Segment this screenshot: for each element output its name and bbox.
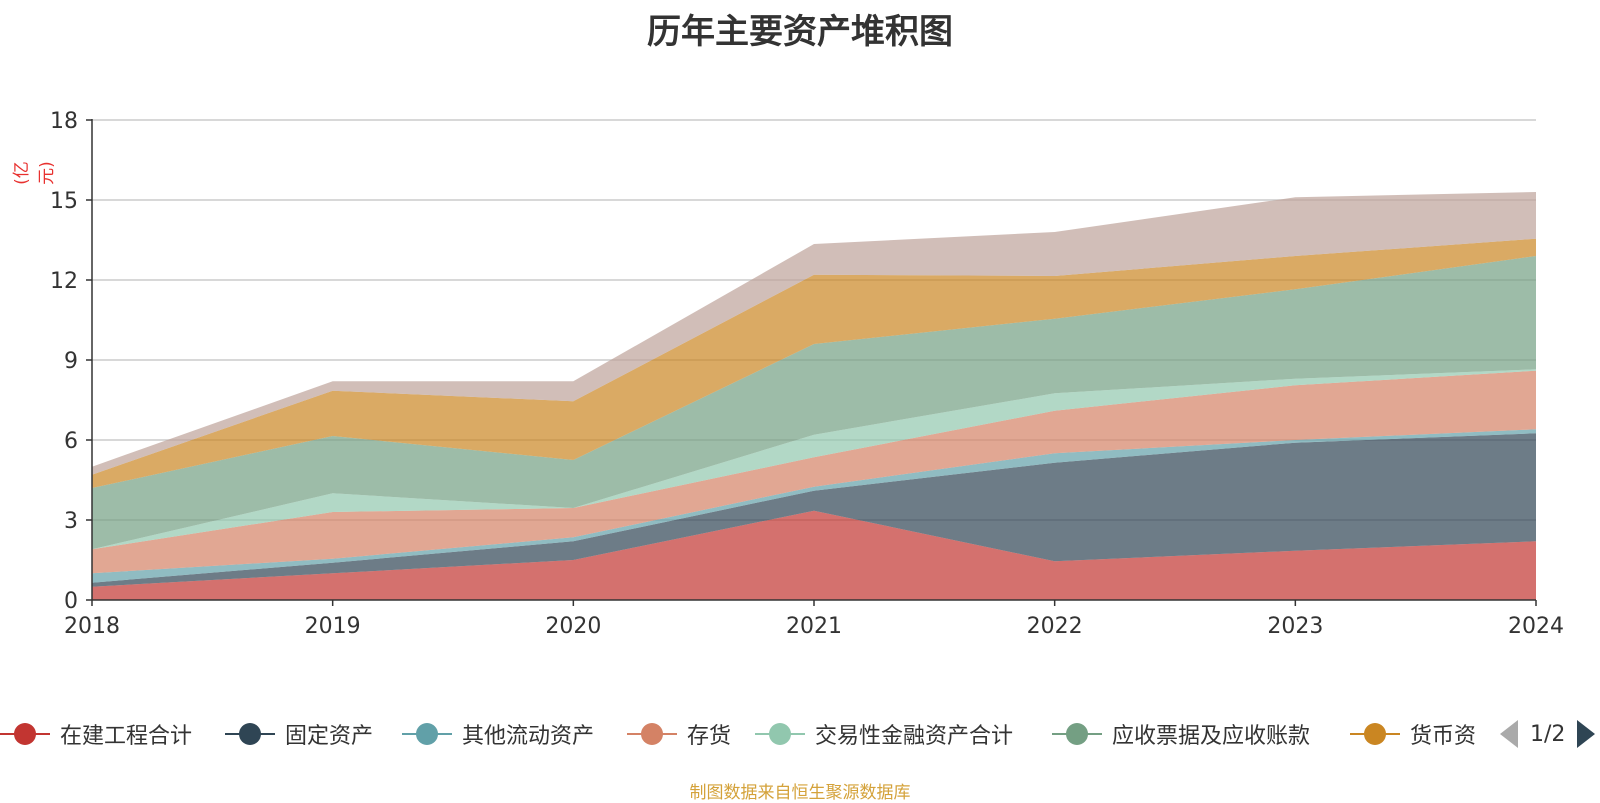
legend-pager: 1/2 [1500,716,1596,752]
legend-item[interactable]: 货币资 [1350,714,1476,754]
axes: 0 3 6 9 12 15 18 2018 2019 2020 2021 2022 2023 2024 [50,109,1564,639]
legend-item[interactable]: 在建工程合计 [0,714,192,754]
y-tick-label: 15 [50,189,78,214]
legend-item[interactable]: 固定资产 [225,714,373,754]
legend-item[interactable]: 应收票据及应收账款 [1052,714,1310,754]
legend-label: 交易性金融资产合计 [815,724,1014,749]
area-series-group [92,192,1536,600]
legend-item[interactable]: 其他流动资产 [402,714,594,754]
area-series-7[interactable] [92,192,1536,475]
legend-item[interactable]: 交易性金融资产合计 [755,714,1013,754]
chart-title: 历年主要资产堆积图 [647,12,953,52]
stacked-area-chart: 0 3 6 9 12 15 18 2018 2019 2020 2021 2022 2023 2024 [50,109,1564,639]
legend-page-indicator: 1/2 [1530,721,1566,747]
legend-marker-icon [755,719,805,749]
area-series-4[interactable] [92,369,1536,550]
y-tick-label: 9 [64,349,78,374]
legend-marker-icon [1350,719,1400,749]
legend-next-page-icon[interactable] [1577,720,1596,748]
y-tick-label: 3 [64,509,78,534]
x-tick-label: 2020 [545,614,601,639]
area-series-5[interactable] [92,256,1536,550]
legend-marker-icon [627,719,677,749]
legend-label: 应收票据及应收账款 [1112,724,1311,749]
legend-marker-icon [0,719,50,749]
area-series-1[interactable] [92,433,1536,587]
area-series-2[interactable] [92,429,1536,583]
legend: 在建工程合计 固定资产 其他流动资产 存货 交易性金融资产合计 应收票据及应收账款 货币资 [0,714,1600,754]
legend-marker-icon [402,719,452,749]
x-tick-label: 2022 [1027,614,1083,639]
x-tick-label: 2021 [786,614,842,639]
area-series-0[interactable] [92,510,1536,600]
legend-label: 固定资产 [285,724,374,749]
legend-label: 在建工程合计 [60,724,193,749]
area-series-6[interactable] [92,238,1536,488]
x-tick-label: 2019 [305,614,361,639]
legend-marker-icon [1052,719,1102,749]
y-tick-label: 12 [50,269,78,294]
data-source-note: 制图数据来自恒生聚源数据库 [689,783,911,803]
y-tick-label: 0 [64,589,78,614]
x-tick-label: 2024 [1508,614,1564,639]
area-series-3[interactable] [92,370,1536,574]
x-tick-label: 2018 [64,614,120,639]
legend-label: 存货 [687,724,732,749]
legend-label: 其他流动资产 [462,724,595,749]
legend-marker-icon [225,719,275,749]
legend-prev-page-icon[interactable] [1500,720,1518,748]
y-tick-label: 18 [50,109,78,134]
legend-label: 货币资 [1410,724,1477,749]
legend-item[interactable]: 存货 [627,714,731,754]
y-tick-label: 6 [64,429,78,454]
x-tick-label: 2023 [1267,614,1323,639]
